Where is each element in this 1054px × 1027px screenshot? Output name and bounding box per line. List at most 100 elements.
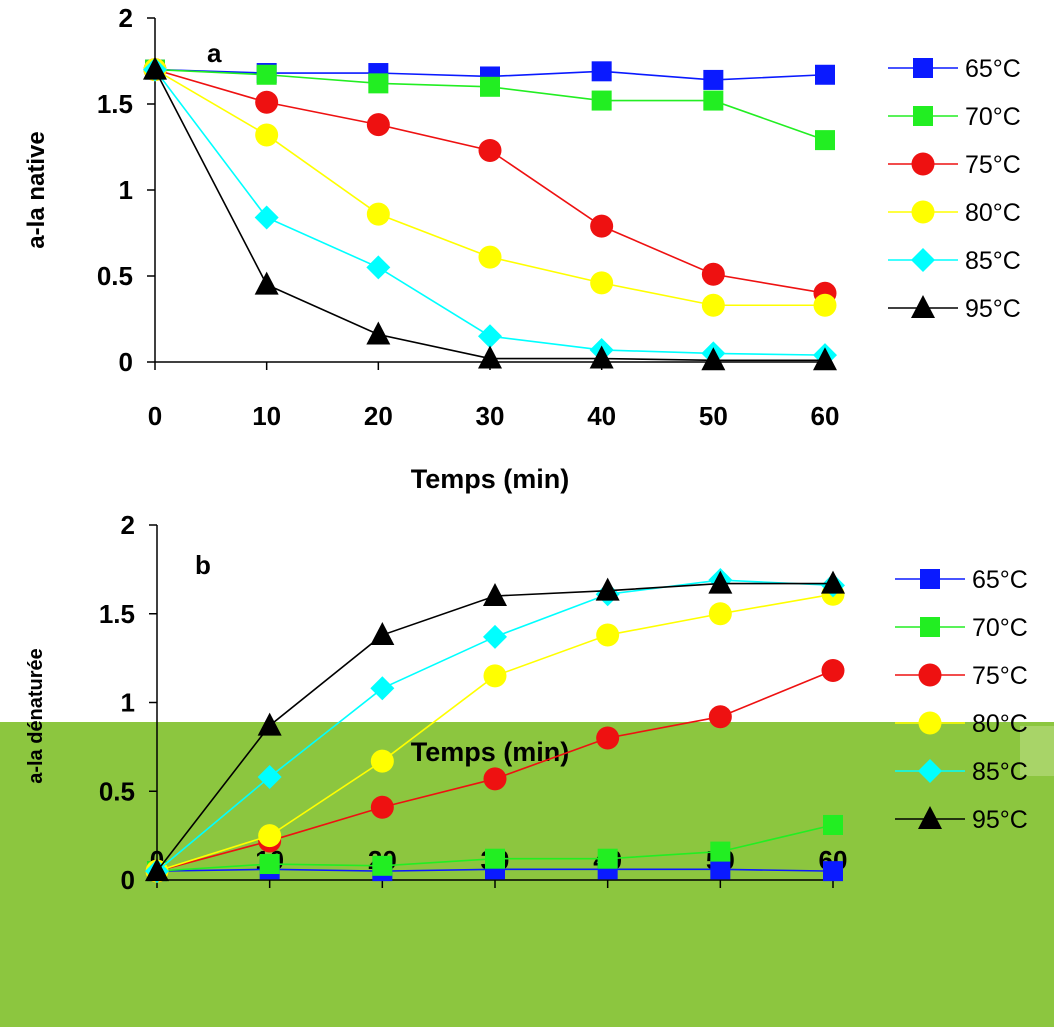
y-axis-title: a-la native [23, 131, 50, 248]
data-point [255, 90, 279, 114]
x-tick-label: 50 [699, 401, 728, 431]
series-line [154, 69, 826, 356]
legend-entry-65: 65°C [888, 55, 1021, 83]
data-point [701, 293, 725, 317]
data-point [478, 345, 502, 369]
data-point [708, 705, 732, 729]
y-tick-label: 0 [121, 865, 135, 895]
series-70 [147, 814, 843, 882]
y-tick-label: 1.5 [97, 89, 133, 119]
data-point [589, 345, 614, 369]
legend-label: 80°C [965, 199, 1021, 227]
data-point [259, 854, 280, 875]
data-point [483, 583, 507, 606]
x-tick-label: 60 [811, 401, 840, 431]
legend-marker [920, 569, 940, 589]
data-point [370, 749, 394, 773]
legend-label: 80°C [972, 710, 1028, 738]
data-point [701, 262, 725, 286]
y-tick-label: 1 [119, 175, 133, 205]
data-point [478, 324, 502, 349]
data-point [143, 56, 167, 80]
data-point [480, 76, 500, 97]
data-point [708, 602, 732, 626]
legend-entry-85: 85°C [888, 247, 1021, 275]
legend-entry-75: 75°C [895, 662, 1028, 690]
data-point [145, 858, 169, 882]
legend-label: 95°C [972, 806, 1028, 834]
data-point [590, 214, 614, 238]
legend-marker [911, 152, 935, 176]
legend-entry-95: 95°C [895, 806, 1028, 834]
data-point [701, 347, 726, 371]
data-point [366, 321, 391, 345]
data-point [254, 271, 279, 295]
data-point [710, 859, 731, 880]
y-tick-label: 0.5 [97, 261, 133, 291]
data-point [255, 123, 279, 147]
data-point [257, 712, 282, 736]
data-point [813, 347, 837, 371]
data-point [483, 767, 507, 791]
legend-marker [918, 759, 942, 783]
data-point [256, 64, 277, 85]
data-point [595, 577, 620, 601]
data-point [597, 848, 618, 869]
legend-entry-70: 70°C [895, 614, 1028, 642]
x-tick-label: 20 [364, 401, 393, 431]
legend-entry-65: 65°C [895, 566, 1028, 594]
panel-label: b [195, 550, 211, 580]
y-tick-label: 2 [119, 3, 133, 33]
series-95 [143, 56, 837, 371]
data-point [258, 824, 282, 848]
data-point [813, 293, 837, 317]
data-point [366, 113, 390, 137]
legend-entry-70: 70°C [888, 103, 1021, 131]
panel-label: a [207, 38, 222, 68]
data-point [370, 622, 395, 646]
legend-entry-80: 80°C [895, 710, 1028, 738]
data-point [703, 69, 724, 90]
data-point [823, 861, 843, 882]
data-point [366, 202, 390, 226]
data-point [257, 765, 282, 790]
legend-entry-75: 75°C [888, 151, 1021, 179]
legend-entry-85: 85°C [895, 758, 1028, 786]
data-point [710, 841, 731, 862]
data-point [370, 795, 394, 819]
series-85 [145, 568, 845, 884]
legend-label: 85°C [972, 758, 1028, 786]
legend-label: 65°C [965, 55, 1021, 83]
legend-label: 70°C [972, 614, 1028, 642]
footer-accent [1020, 726, 1054, 776]
data-point [254, 205, 279, 230]
data-point [485, 848, 505, 869]
legend-marker [918, 663, 942, 687]
series-line [154, 69, 825, 362]
data-point [370, 676, 395, 701]
y-tick-label: 1.5 [99, 599, 135, 629]
y-axis-title: a-la dénaturée [25, 648, 47, 784]
data-point [596, 623, 620, 647]
legend-label: 95°C [965, 295, 1021, 323]
legend-marker [911, 200, 935, 224]
series-70 [145, 59, 835, 151]
legend-entry-80: 80°C [888, 199, 1021, 227]
legend-marker [918, 806, 942, 829]
legend-label: 65°C [972, 566, 1028, 594]
data-point [815, 130, 835, 151]
x-axis-title: Temps (min) [411, 737, 570, 767]
data-point [703, 90, 724, 111]
legend-marker [913, 106, 933, 126]
series-85 [143, 57, 837, 368]
legend-label: 75°C [972, 662, 1028, 690]
data-point [478, 245, 502, 269]
legend-marker [911, 295, 935, 318]
series-95 [145, 570, 845, 882]
data-point [478, 138, 502, 162]
legend-marker [911, 248, 935, 272]
legend-label: 75°C [965, 151, 1021, 179]
